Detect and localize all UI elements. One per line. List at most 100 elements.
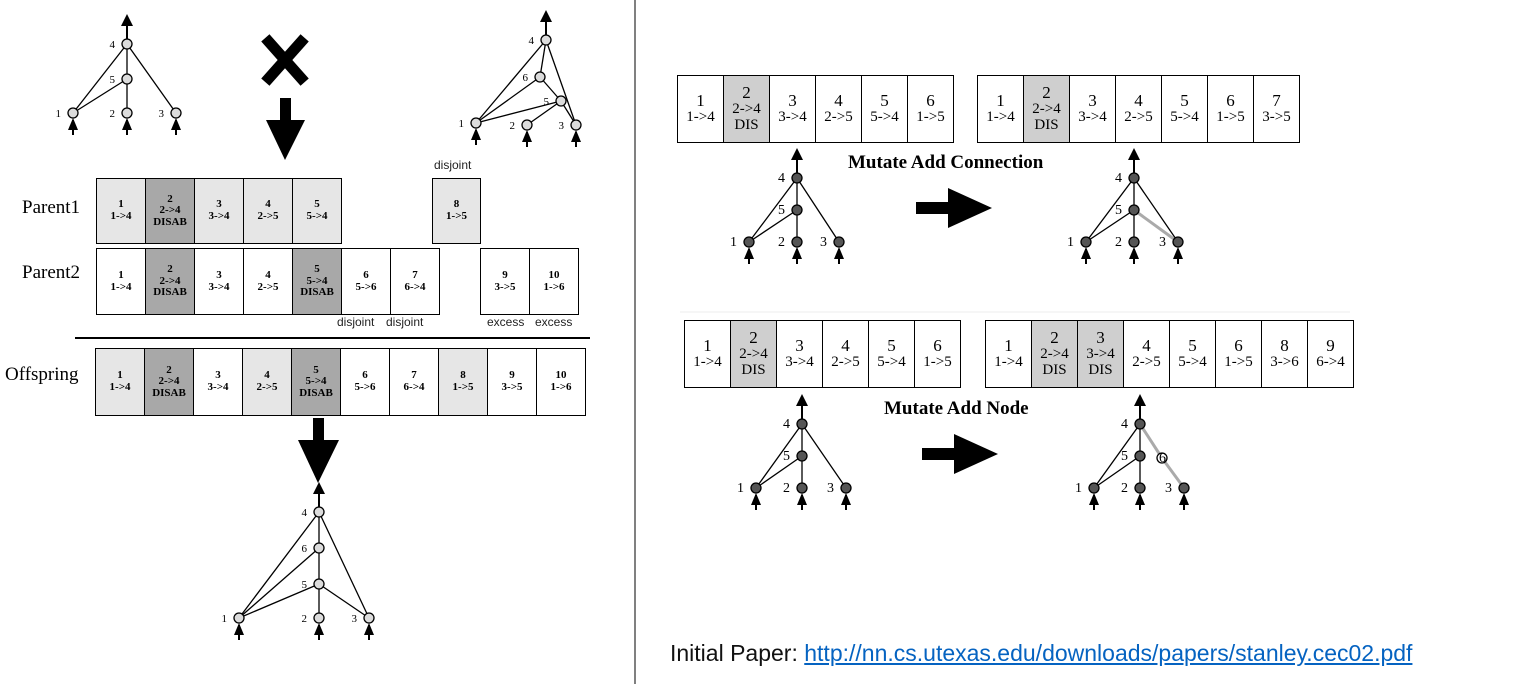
gene-status: DISAB xyxy=(153,215,187,228)
node-label-4: 4 xyxy=(783,417,790,432)
gene-conn: 5->6 xyxy=(354,381,376,393)
gene-conn: 1->5 xyxy=(446,210,467,222)
node-label-4: 4 xyxy=(1115,171,1122,186)
gene-conn: 1->4 xyxy=(686,109,715,126)
node-3 xyxy=(570,119,582,131)
node-2 xyxy=(796,482,808,494)
gene-10: 10 1->6 xyxy=(529,249,578,314)
gene-id: 8 xyxy=(460,369,466,382)
gene-conn: 6->4 xyxy=(404,280,426,293)
gene-conn: 1->5 xyxy=(1216,109,1245,126)
node-label-5: 5 xyxy=(783,449,790,464)
gene-conn: 2->5 xyxy=(257,280,279,293)
gene-id: 9 xyxy=(502,268,508,281)
gene-5: 5 5->4 xyxy=(868,321,914,387)
gene-conn: 3->4 xyxy=(208,210,230,222)
gene-id: 2 xyxy=(166,363,172,376)
gene-1: 1 1->4 xyxy=(685,321,730,387)
node-5 xyxy=(796,450,808,462)
paper-reference: Initial Paper: http://nn.cs.utexas.edu/d… xyxy=(670,640,1412,667)
gene-conn: 5->4 xyxy=(306,274,328,287)
gene-id: 4 xyxy=(265,198,271,211)
node-label-1: 1 xyxy=(222,613,228,625)
node-6 xyxy=(313,542,325,554)
node-label-3: 3 xyxy=(827,481,834,496)
gene-8: 8 1->5 xyxy=(433,179,480,243)
gene-id: 3 xyxy=(216,268,222,281)
gene-conn: 2->5 xyxy=(824,109,853,126)
node-1 xyxy=(1088,482,1100,494)
offspring-label: Offspring xyxy=(5,364,79,385)
node-6 xyxy=(1156,452,1168,464)
node-label-5: 5 xyxy=(544,96,550,108)
node-1 xyxy=(470,117,482,129)
gene-2: 2 2->4 DIS xyxy=(1031,321,1077,387)
gene-id: 7 xyxy=(1272,91,1281,111)
gene-id: 6 xyxy=(933,336,942,356)
gene-id: 3 xyxy=(1088,91,1097,111)
parent1-network: 1 2 3 4 5 xyxy=(56,14,182,135)
gene-conn: 2->4 xyxy=(1032,101,1061,118)
gene-6: 6 1->5 xyxy=(907,76,953,142)
gene-3: 3 3->4 xyxy=(194,179,243,243)
paper-link[interactable]: http://nn.cs.utexas.edu/downloads/papers… xyxy=(804,640,1413,666)
gene-id: 4 xyxy=(1142,336,1151,356)
node-label-4: 4 xyxy=(110,39,116,51)
gene-id: 1 xyxy=(118,268,124,281)
gene-5: 5 5->4 xyxy=(1169,321,1215,387)
node-2 xyxy=(521,119,533,131)
add-node-before-network: 1 2 3 4 5 xyxy=(737,394,852,510)
gene-conn: 1->5 xyxy=(452,381,474,393)
gene-conn: 3->5 xyxy=(494,280,516,293)
gene-4: 4 2->5 xyxy=(243,249,292,314)
gene-9: 9 3->5 xyxy=(481,249,529,314)
node-label-5: 5 xyxy=(302,579,308,591)
gene-conn: 6->4 xyxy=(1316,354,1345,371)
gene-conn: 1->4 xyxy=(693,354,722,371)
gene-id: 6 xyxy=(362,369,368,382)
node-label-1: 1 xyxy=(459,118,465,130)
gene-conn: 2->5 xyxy=(257,210,279,222)
gene-conn: 3->4 xyxy=(208,280,230,293)
node-label-6: 6 xyxy=(302,543,308,555)
node-2 xyxy=(791,236,803,248)
node-5 xyxy=(313,578,325,590)
gene-8: 8 1->5 xyxy=(438,349,487,415)
gene-3: 3 3->4 xyxy=(776,321,822,387)
add-connection-before-genome: 1 1->4 2 2->4 DIS 3 3->4 4 2->5 5 5->4 6 1->5 xyxy=(677,75,954,143)
node-3 xyxy=(833,236,845,248)
node-4 xyxy=(121,38,133,50)
node-label-2: 2 xyxy=(778,235,785,250)
node-5 xyxy=(555,95,567,107)
gene-id: 4 xyxy=(841,336,850,356)
gene-10: 10 1->6 xyxy=(536,349,585,415)
gene-id: 4 xyxy=(264,369,270,382)
node-label-3: 3 xyxy=(820,235,827,250)
node-label-1: 1 xyxy=(730,235,737,250)
node-label-3: 3 xyxy=(559,120,565,132)
node-1 xyxy=(67,107,79,119)
gene-9: 9 6->4 xyxy=(1307,321,1353,387)
node-label-2: 2 xyxy=(510,120,516,132)
gene-status: DISAB xyxy=(152,386,186,399)
gene-3: 3 3->4 xyxy=(193,349,242,415)
gene-id: 6 xyxy=(363,268,369,281)
node-5 xyxy=(1134,450,1146,462)
gene-conn: 3->5 xyxy=(501,381,523,393)
node-5 xyxy=(121,73,133,85)
node-label-4: 4 xyxy=(302,507,308,519)
gene-6: 6 5->6 xyxy=(341,249,390,314)
add-connection-title: Mutate Add Connection xyxy=(848,152,1044,173)
gene-id: 1 xyxy=(996,91,1005,111)
gene-conn: 2->4 xyxy=(159,274,181,287)
gene-1: 1 1->4 xyxy=(97,249,145,314)
gene-conn: 1->4 xyxy=(986,109,1015,126)
gene-8: 8 3->6 xyxy=(1261,321,1307,387)
gene-2: 2 2->4 DISAB xyxy=(145,179,194,243)
gene-7: 7 6->4 xyxy=(389,349,438,415)
node-4 xyxy=(791,172,803,184)
node-2 xyxy=(1128,236,1140,248)
node-label-1: 1 xyxy=(1075,481,1082,496)
parent2-excess-genes: 9 3->5 10 1->6 xyxy=(480,248,579,315)
gene-id: 8 xyxy=(453,198,460,211)
